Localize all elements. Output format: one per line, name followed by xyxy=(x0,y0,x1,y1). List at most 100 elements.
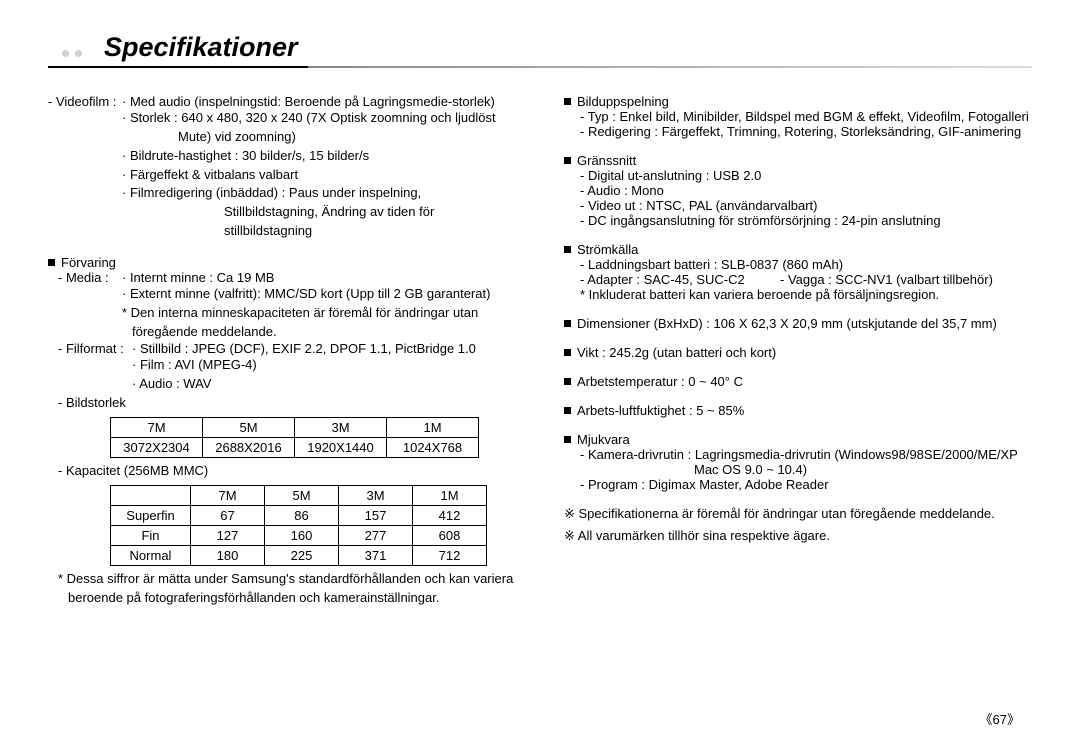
bilduppspelning-heading: Bilduppspelning xyxy=(564,94,1032,109)
videofilm-row: - Videofilm : · Med audio (inspelningsti… xyxy=(48,94,516,109)
videofilm-line-2b: Mute) vid zoomning) xyxy=(48,128,516,147)
filformat-line-1: · Stillbild : JPEG (DCF), EXIF 2.2, DPOF… xyxy=(132,341,516,356)
cell: 1M xyxy=(387,417,479,437)
dimensioner-section: Dimensioner (BxHxD) : 106 X 62,3 X 20,9 … xyxy=(564,316,1032,331)
grans-line-1: - Digital ut-anslutning : USB 2.0 xyxy=(564,168,1032,183)
table-row: 7M 5M 3M 1M xyxy=(111,417,479,437)
videofilm-line-1: · Med audio (inspelningstid: Beroende på… xyxy=(122,94,516,109)
square-bullet-icon xyxy=(564,157,571,164)
filformat-line-2: · Film : AVI (MPEG-4) xyxy=(48,356,516,375)
page-header: Specifikationer xyxy=(48,30,1032,72)
media-line-3b: föregående meddelande. xyxy=(48,323,516,342)
table-note-1: * Dessa siffror är mätta under Samsung's… xyxy=(48,570,516,589)
cell: 157 xyxy=(339,505,413,525)
bild-line-2: - Redigering : Färgeffekt, Trimning, Rot… xyxy=(564,124,1032,139)
luft-head-text: Arbets-luftfuktighet : 5 ~ 85% xyxy=(577,403,744,418)
right-column: Bilduppspelning - Typ : Enkel bild, Mini… xyxy=(564,94,1032,608)
table-row: 7M 5M 3M 1M xyxy=(111,485,487,505)
mjukvara-section: Mjukvara - Kamera-drivrutin : Lagringsme… xyxy=(564,432,1032,492)
grans-head-text: Gränssnitt xyxy=(577,153,636,168)
footnote-1: ※ Specifikationerna är föremål för ändri… xyxy=(564,506,1032,522)
videofilm-line-5b: Stillbildstagning, Ändring av tiden för xyxy=(48,203,516,222)
cell: 160 xyxy=(265,525,339,545)
temp-heading: Arbetstemperatur : 0 ~ 40° C xyxy=(564,374,1032,389)
cell: 5M xyxy=(203,417,295,437)
luft-heading: Arbets-luftfuktighet : 5 ~ 85% xyxy=(564,403,1032,418)
media-row: - Media : · Internt minne : Ca 19 MB xyxy=(48,270,516,285)
cell: 412 xyxy=(413,505,487,525)
cell: 5M xyxy=(265,485,339,505)
mjuk-line-1: - Kamera-drivrutin : Lagringsmedia-drivr… xyxy=(564,447,1032,462)
cell: 712 xyxy=(413,545,487,565)
media-line-1: · Internt minne : Ca 19 MB xyxy=(122,270,516,285)
cell: 2688X2016 xyxy=(203,437,295,457)
videofilm-label: - Videofilm : xyxy=(48,94,122,109)
square-bullet-icon xyxy=(564,407,571,414)
filformat-line-3: · Audio : WAV xyxy=(48,375,516,394)
cell: 371 xyxy=(339,545,413,565)
media-line-2: · Externt minne (valfritt): MMC/SD kort … xyxy=(48,285,516,304)
bildstorlek-table: 7M 5M 3M 1M 3072X2304 2688X2016 1920X144… xyxy=(110,417,479,458)
footnote-2: ※ All varumärken tillhör sina respektive… xyxy=(564,528,1032,544)
cell: 3072X2304 xyxy=(111,437,203,457)
cell: 127 xyxy=(191,525,265,545)
forvaring-heading: Förvaring xyxy=(48,255,516,270)
bildstorlek-label: - Bildstorlek xyxy=(48,394,516,413)
strom-line-3: * Inkluderat batteri kan variera beroend… xyxy=(564,287,1032,302)
mjuk-head-text: Mjukvara xyxy=(577,432,630,447)
media-label: - Media : xyxy=(48,270,122,285)
granssnitt-section: Gränssnitt - Digital ut-anslutning : USB… xyxy=(564,153,1032,228)
vikt-section: Vikt : 245.2g (utan batteri och kort) xyxy=(564,345,1032,360)
mjuk-line-1b: Mac OS 9.0 ~ 10.4) xyxy=(564,462,1032,477)
kapacitet-label: - Kapacitet (256MB MMC) xyxy=(48,462,516,481)
kapacitet-table: 7M 5M 3M 1M Superfin 67 86 157 412 Fin 1… xyxy=(110,485,487,566)
header-rule xyxy=(48,66,1032,68)
square-bullet-icon xyxy=(564,436,571,443)
table-row: Fin 127 160 277 608 xyxy=(111,525,487,545)
stromkalla-heading: Strömkälla xyxy=(564,242,1032,257)
page-title: Specifikationer xyxy=(104,32,298,63)
mjuk-line-2: - Program : Digimax Master, Adobe Reader xyxy=(564,477,1032,492)
stromkalla-section: Strömkälla - Laddningsbart batteri : SLB… xyxy=(564,242,1032,302)
grans-line-3: - Video ut : NTSC, PAL (användarvalbart) xyxy=(564,198,1032,213)
square-bullet-icon xyxy=(564,246,571,253)
cell: Fin xyxy=(111,525,191,545)
cell: 277 xyxy=(339,525,413,545)
strom-head-text: Strömkälla xyxy=(577,242,638,257)
content-columns: - Videofilm : · Med audio (inspelningsti… xyxy=(48,94,1032,608)
cell: 608 xyxy=(413,525,487,545)
vikt-heading: Vikt : 245.2g (utan batteri och kort) xyxy=(564,345,1032,360)
left-column: - Videofilm : · Med audio (inspelningsti… xyxy=(48,94,516,608)
cell: 180 xyxy=(191,545,265,565)
cell: 1M xyxy=(413,485,487,505)
forvaring-head-text: Förvaring xyxy=(61,255,116,270)
table-row: Superfin 67 86 157 412 xyxy=(111,505,487,525)
cell: Normal xyxy=(111,545,191,565)
videofilm-line-2: · Storlek : 640 x 480, 320 x 240 (7X Opt… xyxy=(48,109,516,128)
bild-line-1: - Typ : Enkel bild, Minibilder, Bildspel… xyxy=(564,109,1032,124)
videofilm-line-5c: stillbildstagning xyxy=(48,222,516,241)
strom-line-2b: - Vagga : SCC-NV1 (valbart tillbehör) xyxy=(780,272,993,287)
strom-line-1: - Laddningsbart batteri : SLB-0837 (860 … xyxy=(564,257,1032,272)
videofilm-line-4: · Färgeffekt & vitbalans valbart xyxy=(48,166,516,185)
videofilm-line-5: · Filmredigering (inbäddad) : Paus under… xyxy=(48,184,516,203)
bild-head-text: Bilduppspelning xyxy=(577,94,669,109)
grans-line-2: - Audio : Mono xyxy=(564,183,1032,198)
header-dots-icon xyxy=(62,45,88,60)
table-row: Normal 180 225 371 712 xyxy=(111,545,487,565)
square-bullet-icon xyxy=(48,259,55,266)
media-line-3: * Den interna minneskapaciteten är förem… xyxy=(48,304,516,323)
videofilm-line-3: · Bildrute-hastighet : 30 bilder/s, 15 b… xyxy=(48,147,516,166)
dim-head-text: Dimensioner (BxHxD) : 106 X 62,3 X 20,9 … xyxy=(577,316,997,331)
cell: 86 xyxy=(265,505,339,525)
vikt-head-text: Vikt : 245.2g (utan batteri och kort) xyxy=(577,345,776,360)
square-bullet-icon xyxy=(564,378,571,385)
cell: 7M xyxy=(111,417,203,437)
granssnitt-heading: Gränssnitt xyxy=(564,153,1032,168)
luft-section: Arbets-luftfuktighet : 5 ~ 85% xyxy=(564,403,1032,418)
dimensioner-heading: Dimensioner (BxHxD) : 106 X 62,3 X 20,9 … xyxy=(564,316,1032,331)
square-bullet-icon xyxy=(564,320,571,327)
grans-line-4: - DC ingångsanslutning för strömförsörjn… xyxy=(564,213,1032,228)
filformat-label: - Filformat : xyxy=(48,341,132,356)
table-note-2: beroende på fotograferingsförhållanden o… xyxy=(48,589,516,608)
